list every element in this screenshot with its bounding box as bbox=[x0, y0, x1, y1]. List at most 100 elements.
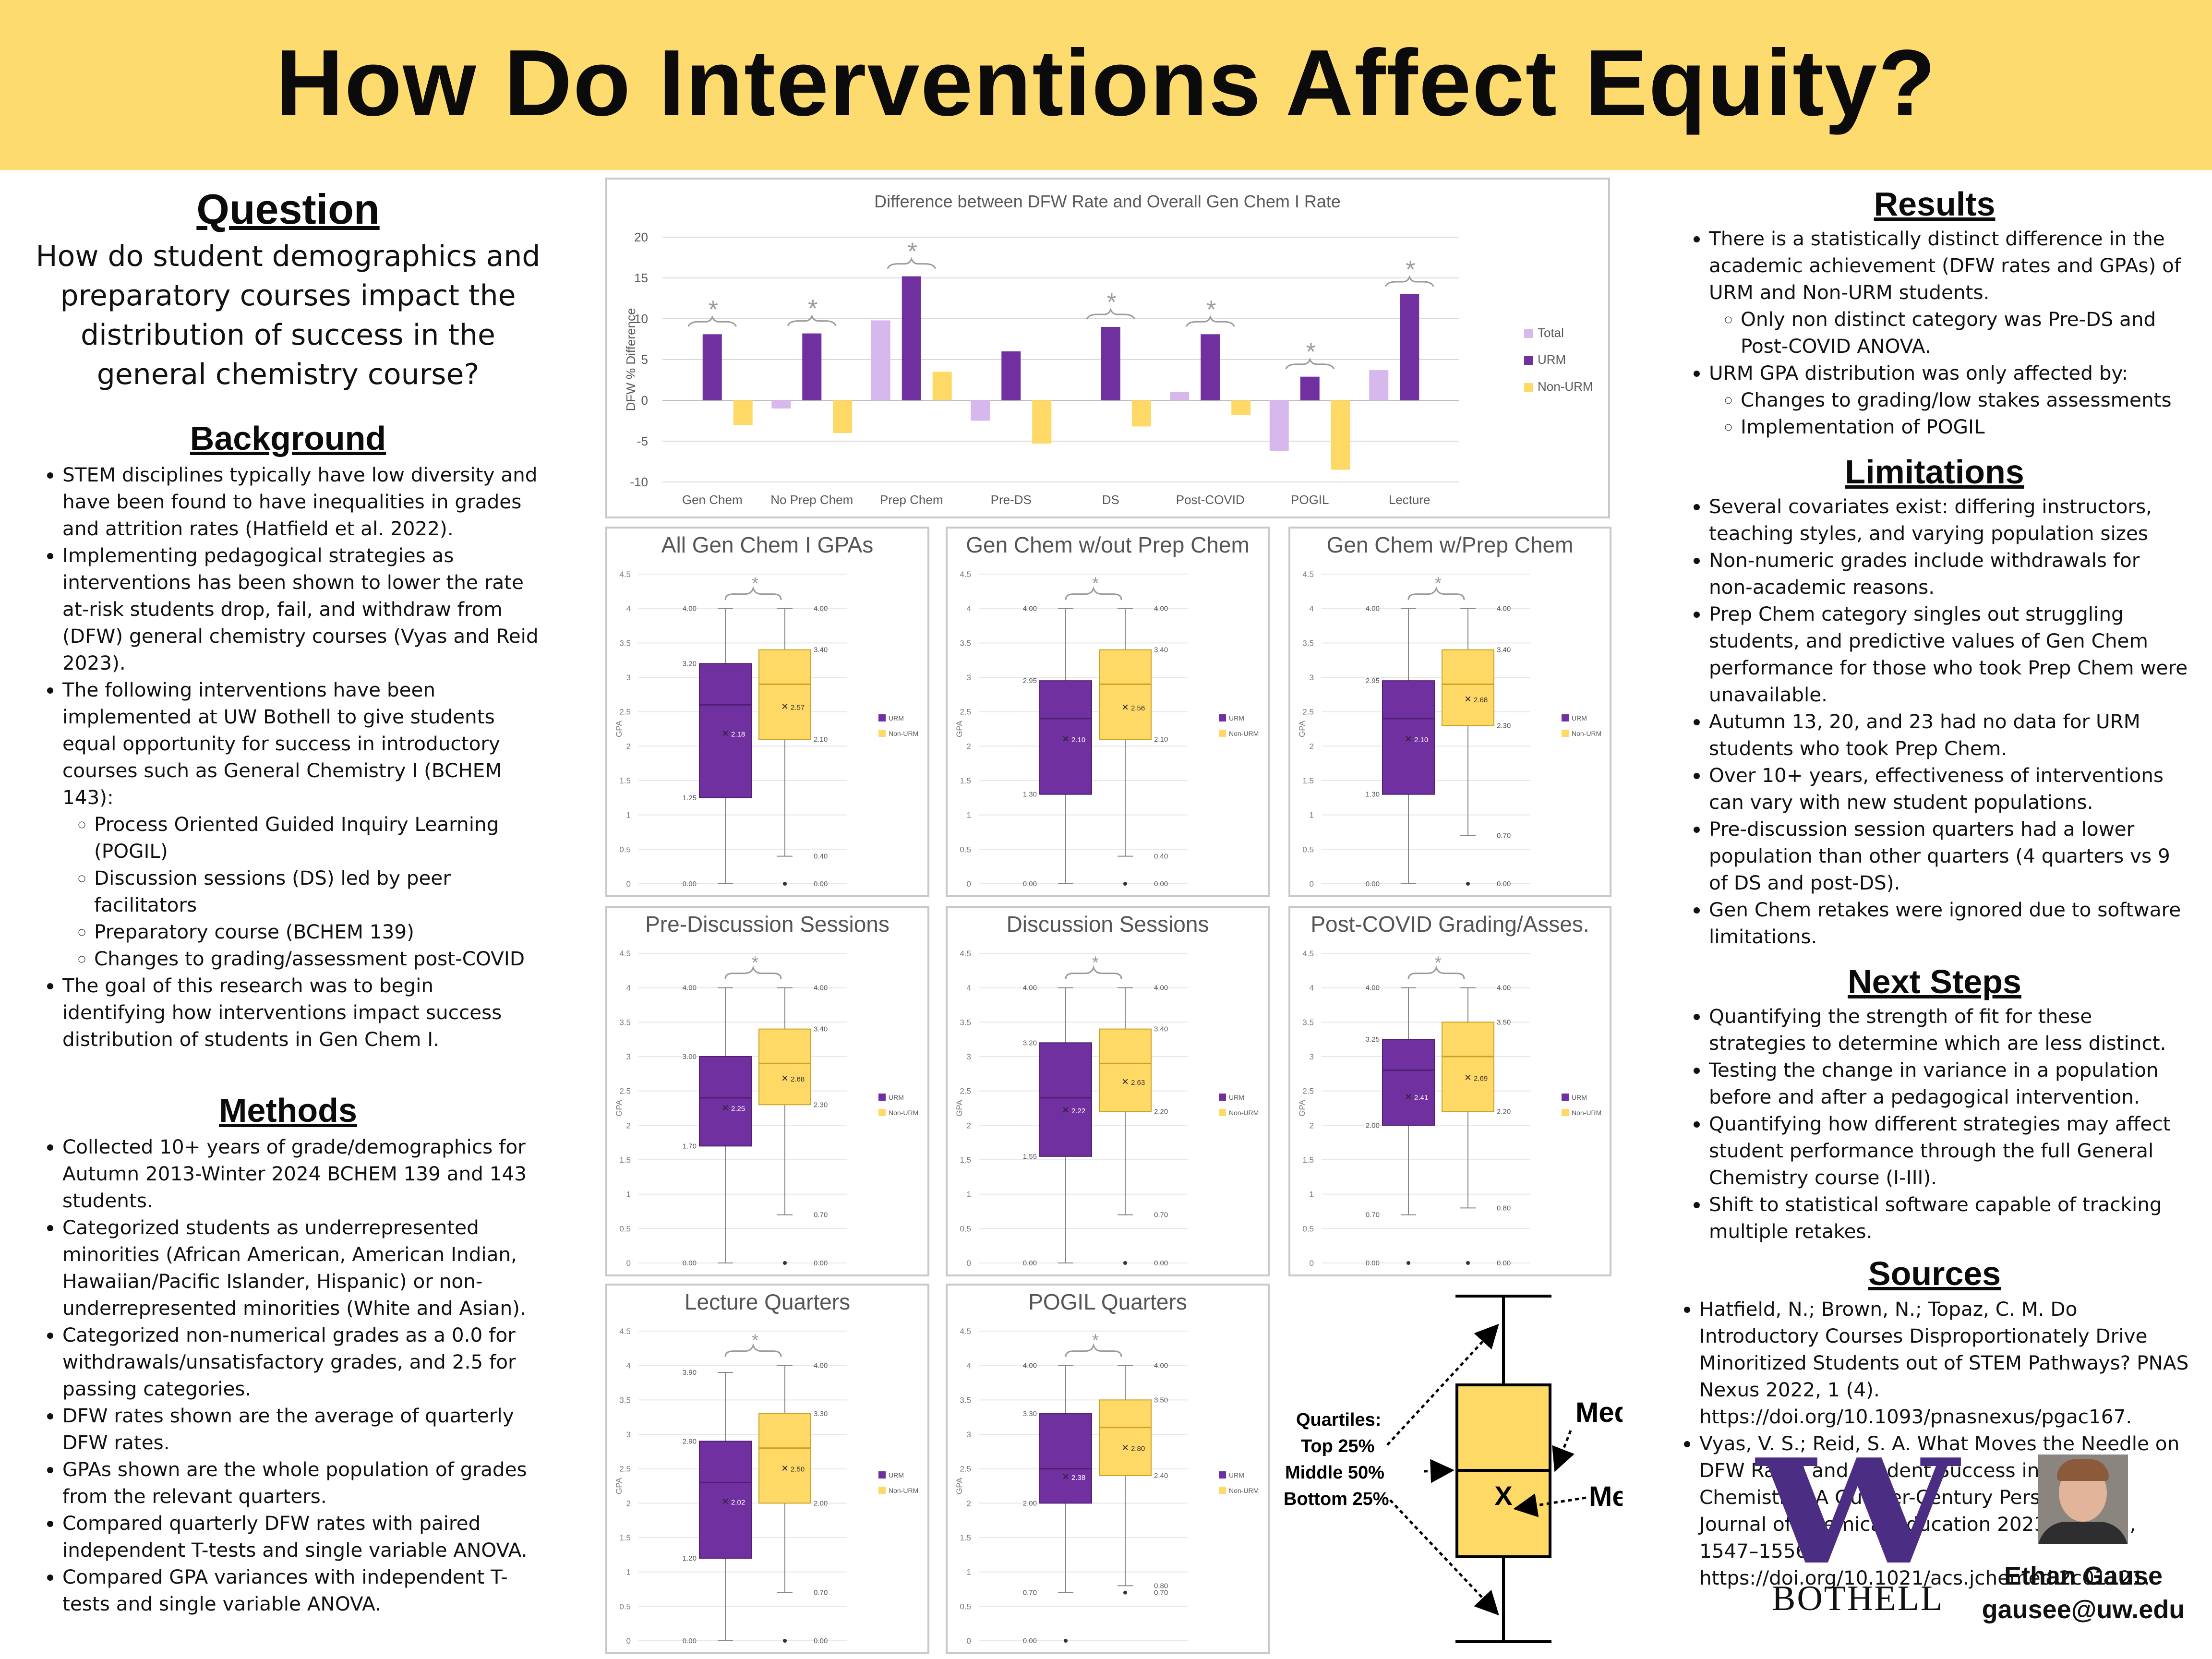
y-tick-label: 10 bbox=[634, 312, 648, 326]
mean-label: 2.10 bbox=[1414, 736, 1428, 744]
q3-label: 3.20 bbox=[1023, 1039, 1037, 1047]
mean-marker: × bbox=[1122, 1442, 1129, 1455]
legend-top-quartile: Top 25% bbox=[1301, 1436, 1374, 1456]
right-column: Results There is a statistically distinc… bbox=[1680, 185, 2189, 1591]
list-item: Discussion sessions (DS) led by peer fac… bbox=[94, 865, 542, 918]
boxplot-panel-post-covid: Post-COVID Grading/Asses. 0 0.5 1 1.5 2 2.5 3 3.… bbox=[1288, 906, 1611, 1276]
q1-label: 2.00 bbox=[1023, 1499, 1037, 1507]
y-tick-label: 4 bbox=[1310, 604, 1314, 613]
mean-label: 2.10 bbox=[1071, 736, 1085, 744]
significance-brace bbox=[724, 586, 782, 600]
significance-marker: * bbox=[1092, 953, 1099, 973]
outlier-point bbox=[1466, 882, 1470, 886]
q1-label: 2.00 bbox=[814, 1499, 828, 1507]
bar-total bbox=[771, 400, 791, 409]
y-tick-label: 4 bbox=[626, 1361, 631, 1370]
y-tick-label: 3.5 bbox=[1302, 638, 1314, 648]
y-tick-label: 2 bbox=[1310, 742, 1314, 751]
bar-total bbox=[971, 400, 990, 421]
list-item: Prep Chem category singles out strugglin… bbox=[1709, 601, 2189, 708]
outlier-point bbox=[783, 882, 787, 886]
y-tick-label: 1.5 bbox=[619, 776, 631, 785]
mean-marker: × bbox=[1122, 1075, 1129, 1088]
list-item: Only non distinct category was Pre-DS an… bbox=[1741, 306, 2189, 360]
significance-brace bbox=[1285, 357, 1335, 370]
photo-hair bbox=[2057, 1459, 2109, 1481]
mean-label: 2.41 bbox=[1414, 1094, 1428, 1102]
mean-marker: × bbox=[781, 1462, 788, 1475]
outlier-point bbox=[783, 1639, 787, 1643]
legend-swatch bbox=[1562, 1094, 1569, 1101]
boxplot-panel-prep-chem: Gen Chem w/Prep Chem 0 0.5 1 1.5 2 2.5 3 3.5 4 4.5… bbox=[1288, 527, 1611, 897]
legend-mean-symbol: X bbox=[1494, 1480, 1512, 1511]
significance-marker: * bbox=[752, 1331, 758, 1350]
q3-label: 3.40 bbox=[1154, 1025, 1168, 1034]
y-axis-label: GPA bbox=[1298, 1100, 1307, 1117]
y-tick-label: 3 bbox=[967, 673, 971, 682]
mean-label: 2.02 bbox=[731, 1498, 745, 1506]
y-tick-label: 4.5 bbox=[619, 570, 631, 579]
next-steps-list: Quantifying the strength of fit for thes… bbox=[1680, 1003, 2189, 1245]
author-email[interactable]: gausee@uw.edu bbox=[1982, 1595, 2185, 1624]
y-tick-label: 1 bbox=[967, 811, 971, 820]
boxplot-pogil: POGIL Quarters 0 0.5 1 1.5 2 2.5 3 3.5 4 4.5 GPA × 4.… bbox=[955, 1289, 1259, 1646]
q3-label: 2.90 bbox=[683, 1437, 697, 1445]
significance-marker: * bbox=[1092, 1331, 1099, 1350]
list-item: Pre-discussion session quarters had a lo… bbox=[1709, 816, 2189, 896]
y-tick-label: 1 bbox=[1310, 811, 1314, 820]
list-item: Compared GPA variances with independent … bbox=[62, 1563, 542, 1617]
y-tick-label: 1 bbox=[967, 1190, 971, 1199]
significance-marker: * bbox=[752, 574, 758, 593]
y-tick-label: 1 bbox=[626, 811, 631, 820]
y-tick-label: 4.5 bbox=[960, 570, 971, 579]
y-tick-label: 5 bbox=[641, 352, 648, 367]
legend-quartiles-title: Quartiles: bbox=[1296, 1410, 1381, 1430]
photo-shirt bbox=[2038, 1522, 2128, 1544]
legend-label: URM bbox=[1572, 714, 1587, 722]
legend-swatch bbox=[1219, 1487, 1226, 1494]
dfw-bar-chart: Difference between DFW Rate and Overall … bbox=[624, 192, 1593, 507]
max-label: 4.00 bbox=[1154, 984, 1168, 992]
y-tick-label: 3 bbox=[626, 1052, 631, 1061]
bar-urm bbox=[802, 333, 822, 400]
outlier-label: 0.00 bbox=[1023, 1637, 1037, 1645]
boxplot-no-prep-chem: Gen Chem w/out Prep Chem 0 0.5 1 1.5 2 2.5 3 3.5… bbox=[955, 532, 1259, 889]
legend-swatch bbox=[1219, 1094, 1226, 1101]
significance-brace bbox=[724, 1343, 782, 1357]
q3-label: 3.50 bbox=[1154, 1396, 1168, 1404]
box-non-urm bbox=[758, 1413, 811, 1504]
outlier-label: 0.00 bbox=[814, 1259, 828, 1267]
max-label: 4.00 bbox=[1023, 605, 1037, 613]
y-tick-label: 4 bbox=[967, 984, 971, 993]
outlier-label: 0.00 bbox=[1497, 1259, 1511, 1267]
y-tick-label: 2.5 bbox=[960, 708, 971, 717]
results-heading: Results bbox=[1874, 185, 1996, 223]
y-tick-label: 2 bbox=[1310, 1121, 1314, 1130]
y-tick-label: 0 bbox=[967, 1636, 971, 1646]
title-banner bbox=[0, 0, 2212, 170]
legend-label: URM bbox=[889, 1471, 904, 1479]
mean-label: 2.56 bbox=[1131, 704, 1145, 712]
box-urm bbox=[1382, 680, 1435, 795]
y-tick-label: 2.5 bbox=[1302, 708, 1314, 717]
outlier-point bbox=[1466, 1261, 1470, 1265]
max-label: 4.00 bbox=[814, 605, 828, 613]
mean-label: 2.22 bbox=[1071, 1107, 1085, 1115]
x-tick-label: Pre-DS bbox=[991, 493, 1032, 507]
q1-label: 1.25 bbox=[683, 794, 697, 802]
significance-brace bbox=[1407, 965, 1465, 979]
y-tick-label: 0 bbox=[967, 879, 971, 889]
legend-swatch bbox=[1562, 714, 1569, 721]
legend-label: URM bbox=[1229, 1094, 1244, 1101]
list-item: Testing the change in variance in a popu… bbox=[1709, 1057, 2189, 1110]
q1-label: 2.40 bbox=[1154, 1472, 1168, 1480]
max-label: 4.00 bbox=[1366, 605, 1380, 613]
y-tick-label: 3 bbox=[967, 1430, 971, 1439]
boxplot-title: Gen Chem w/Prep Chem bbox=[1327, 532, 1574, 557]
legend-swatch bbox=[878, 730, 886, 737]
q1-label: 1.70 bbox=[683, 1142, 697, 1150]
y-tick-label: 0.5 bbox=[619, 1602, 631, 1611]
list-item: Shift to statistical software capable of… bbox=[1709, 1191, 2189, 1245]
y-tick-label: 0 bbox=[1310, 1259, 1314, 1268]
limitations-list: Several covariates exist: differing inst… bbox=[1680, 493, 2189, 950]
